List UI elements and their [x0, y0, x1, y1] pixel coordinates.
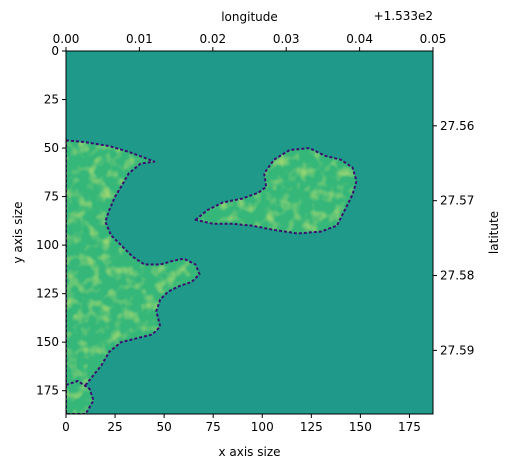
right-axis-title: latitute: [487, 211, 501, 254]
left-axis-tick-label: 125: [36, 287, 59, 301]
right-axis-tick-label: 27.58: [440, 269, 474, 283]
bottom-axis-tick-label: 0: [62, 420, 70, 434]
y-axis-title: y axis size: [11, 201, 25, 263]
right-axis: 27.56 27.57 27.58 27.59: [433, 119, 474, 358]
bottom-axis-tick-label: 150: [349, 420, 372, 434]
bottom-axis-tick-label: 75: [206, 420, 221, 434]
top-axis-tick-label: 0.04: [346, 32, 373, 46]
left-axis-tick-label: 100: [36, 238, 59, 252]
top-axis-tick-label: 0.00: [53, 32, 80, 46]
left-axis-tick-label: 175: [36, 384, 59, 398]
x-axis-title: x axis size: [218, 445, 280, 459]
bottom-axis-tick-label: 50: [156, 420, 171, 434]
heatmap-plot-area: [66, 51, 433, 414]
top-axis-tick-label: 0.02: [199, 32, 226, 46]
right-axis-tick-label: 27.59: [440, 343, 474, 357]
left-axis-tick-label: 50: [44, 141, 59, 155]
left-axis-tick-label: 0: [51, 44, 59, 58]
top-axis: 0.00 0.01 0.02 0.03 0.04 0.05: [53, 32, 447, 51]
top-axis-title: longitude: [221, 10, 278, 24]
bottom-axis-tick-label: 25: [107, 420, 122, 434]
top-axis-tick-label: 0.01: [126, 32, 153, 46]
bottom-axis-tick-label: 100: [251, 420, 274, 434]
bottom-axis-tick-label: 175: [398, 420, 421, 434]
top-axis-offset-label: +1.533e2: [374, 9, 433, 23]
top-axis-tick-label: 0.05: [420, 32, 447, 46]
bottom-axis: 0 25 50 75 100 125 150 175: [62, 414, 421, 434]
left-axis-tick-label: 150: [36, 335, 59, 349]
right-axis-tick-label: 27.57: [440, 194, 474, 208]
right-axis-tick-label: 27.56: [440, 119, 474, 133]
water-background: [66, 51, 433, 414]
left-axis-tick-label: 25: [44, 93, 59, 107]
bottom-axis-tick-label: 125: [300, 420, 323, 434]
left-axis: 0 25 50 75 100 125 150 175: [36, 44, 66, 398]
left-axis-tick-label: 75: [44, 190, 59, 204]
top-axis-tick-label: 0.03: [273, 32, 300, 46]
